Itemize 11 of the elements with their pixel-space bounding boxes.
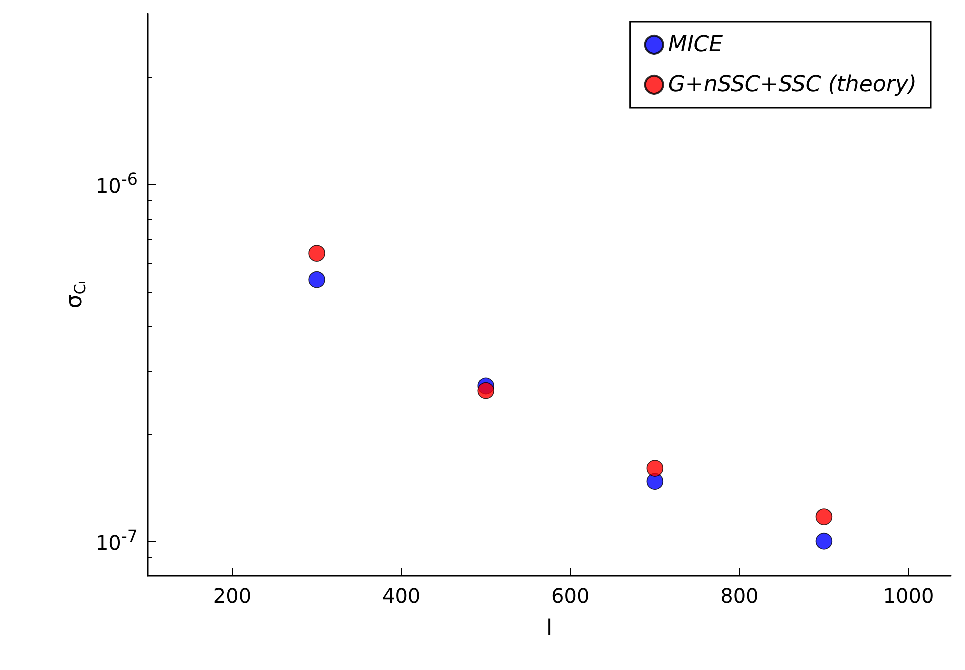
legend-label: MICE — [668, 32, 724, 58]
legend-label: G+nSSC+SSC (theory) — [668, 72, 918, 98]
x-tick-label: 200 — [213, 584, 252, 608]
x-tick-label: 1000 — [883, 584, 934, 608]
x-axis-title: l — [546, 616, 553, 642]
x-tick-label: 800 — [720, 584, 759, 608]
y-tick-label: 10$^{-7}$ — [96, 528, 138, 556]
x-tick-label: 400 — [382, 584, 421, 608]
y-tick-label: 10$^{-6}$ — [96, 170, 138, 198]
y-axis-title: σCₗ — [62, 281, 90, 309]
x-tick-label: 600 — [552, 584, 590, 608]
